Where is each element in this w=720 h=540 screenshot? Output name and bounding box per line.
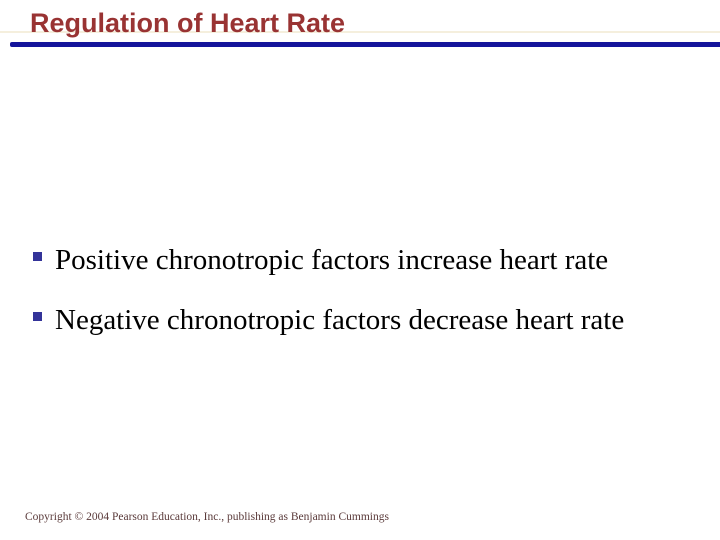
bullet-text: Positive chronotropic factors increase h… [55, 244, 609, 276]
copyright-footer: Copyright © 2004 Pearson Education, Inc.… [25, 511, 389, 523]
bullet-list: Positive chronotropic factors increase h… [33, 243, 705, 363]
square-bullet-icon [33, 312, 42, 321]
list-item: Positive chronotropic factors increase h… [33, 243, 705, 278]
square-bullet-icon [33, 252, 42, 261]
title-underline-rule [10, 42, 720, 47]
title-baseline-guide-line [0, 31, 720, 33]
page-title: Regulation of Heart Rate [30, 8, 346, 38]
list-item: Negative chronotropic factors decrease h… [33, 303, 705, 338]
bullet-text: Negative chronotropic factors decrease h… [55, 304, 625, 336]
